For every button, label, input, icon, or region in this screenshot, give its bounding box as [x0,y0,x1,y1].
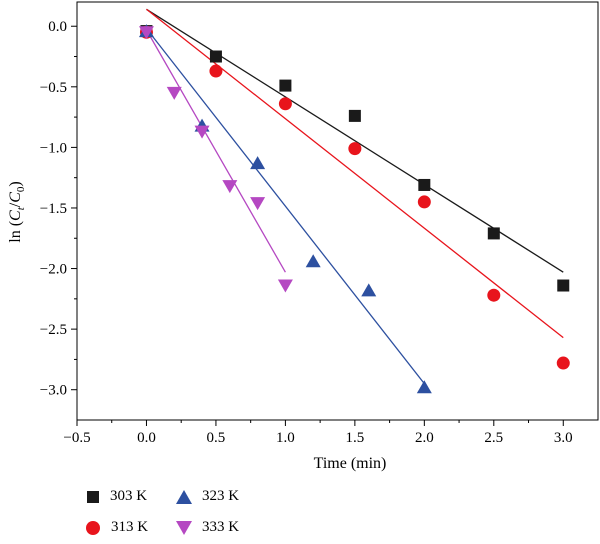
plot-frame [76,1,599,421]
data-point-323k [361,283,377,297]
data-point-313k [556,356,570,370]
data-point-313k [348,142,362,156]
x-axis-label: Time (min) [314,455,387,472]
y-tick-label: −1.0 [40,140,67,156]
data-point-333k [194,125,210,139]
y-label-c2: C [7,192,24,203]
data-point-303k [557,279,570,292]
x-tick-label: −0.5 [63,430,90,446]
fit-line-313k [146,8,564,339]
x-tick-label: 2.0 [415,430,434,446]
data-point-333k [138,26,154,40]
y-label-post: ) [7,181,24,186]
y-label-s1: t [15,206,27,210]
data-point-313k [487,288,501,302]
data-point-303k [279,79,292,92]
fit-line-323k [145,28,425,385]
fit-line-303k [146,8,564,273]
fit-line-333k [145,29,286,273]
y-tick-label: −2.0 [40,262,67,278]
data-point-303k [348,109,361,122]
data-point-303k [418,178,431,191]
x-tick-label: 2.5 [484,430,503,446]
x-tick-label: 3.0 [554,430,573,446]
x-tick-label: 1.5 [345,430,364,446]
data-point-303k [209,50,222,63]
y-label-s2: 0 [15,186,27,192]
x-tick-label: 1.0 [276,430,295,446]
y-tick-label: −2.5 [40,322,67,338]
data-point-303k [487,227,500,240]
data-point-333k [222,180,238,194]
y-tick-label: 0.0 [48,19,67,35]
data-point-323k [416,380,432,394]
x-tick-label: 0.5 [207,430,226,446]
data-point-333k [277,279,293,293]
data-point-313k [417,195,431,209]
y-label-pre: ln ( [7,221,24,243]
fit-lines [145,8,564,385]
data-point-313k [278,97,292,111]
y-tick-label: −3.0 [40,383,67,399]
y-label-c1: C [7,210,24,221]
y-tick-label: −1.5 [40,201,67,217]
y-axis-label: ln (Ct/C0) [7,181,27,242]
data-point-323k [250,156,266,170]
data-point-313k [209,64,223,78]
data-point-333k [166,86,182,100]
axis-ticks: −0.5 0.0 0.5 1.0 1.5 2.0 2.5 3.0 0.0 −0.5 −1.0 −1.5… [40,19,573,446]
data-point-333k [250,197,266,211]
y-tick-label: −0.5 [40,80,67,96]
x-tick-label: 0.0 [137,430,156,446]
data-points [138,24,570,394]
data-point-323k [305,254,321,268]
y-label-slash: / [7,202,24,207]
